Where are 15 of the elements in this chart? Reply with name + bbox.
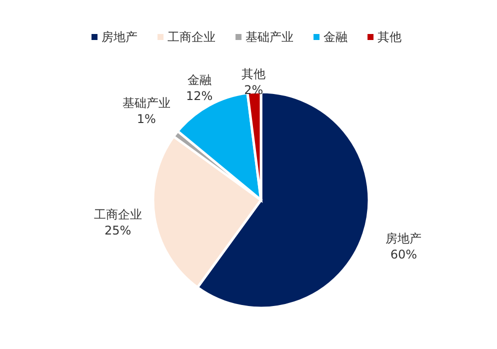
legend-label: 其他 [378,30,402,44]
slice-label: 工商企业 [94,208,142,222]
slice-label: 房地产 [386,231,422,246]
slice-label: 其他 [242,67,266,82]
data-label: 1% [136,112,156,126]
legend-label: 金融 [324,30,348,44]
legend-label: 工商企业 [168,30,216,44]
slice-label: 金融 [187,72,212,87]
data-label: 2% [244,83,264,98]
legend-label: 基础产业 [246,30,294,44]
slice-label: 基础产业 [122,96,170,110]
legend-label: 房地产 [102,30,138,44]
data-label: 12% [186,88,213,103]
data-label: 60% [390,247,417,262]
data-label: 25% [104,224,132,238]
